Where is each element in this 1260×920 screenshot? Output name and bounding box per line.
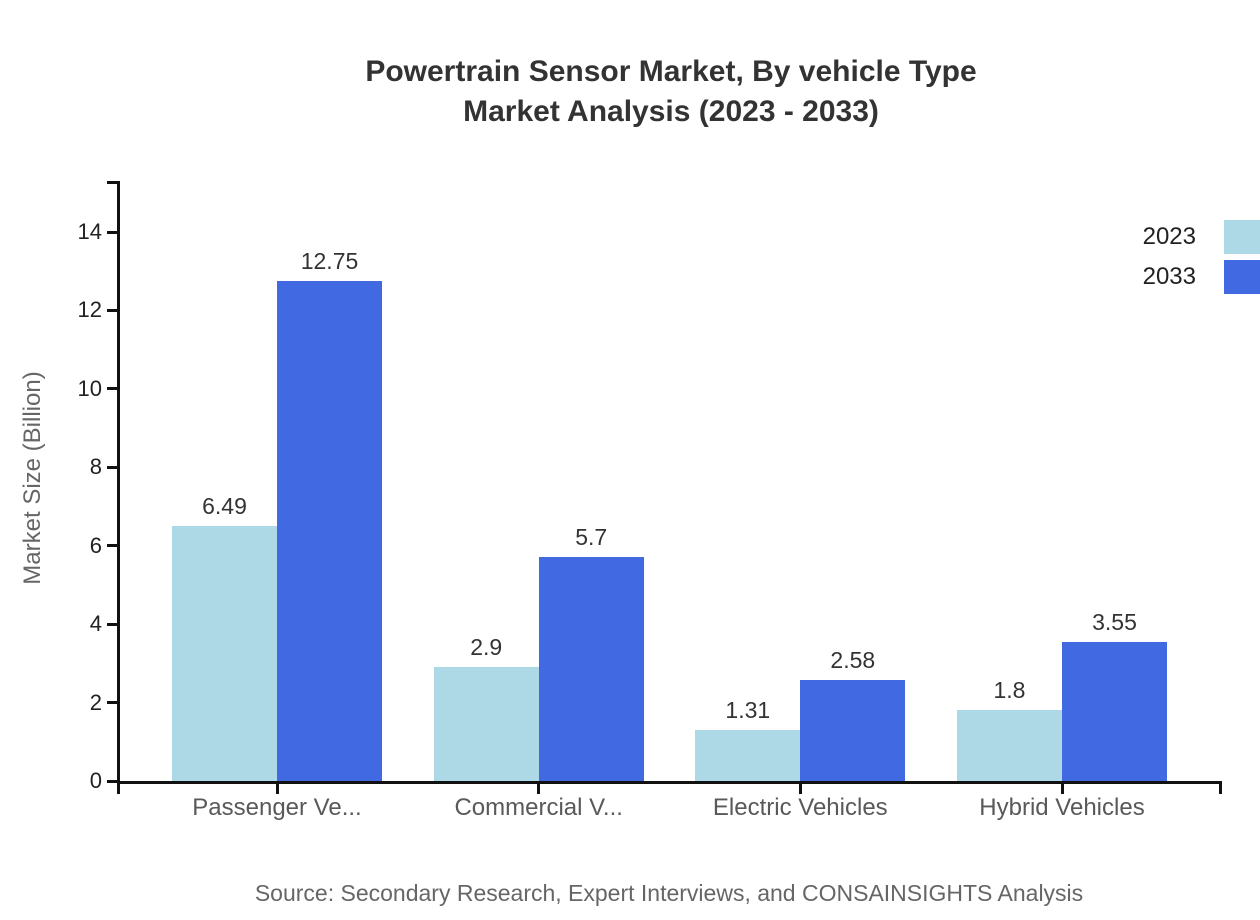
bar-value-label: 1.8 — [993, 677, 1026, 704]
bar-2023 — [433, 667, 539, 781]
x-axis-line — [117, 781, 1222, 784]
bar-value-label: 2.58 — [830, 646, 876, 673]
x-tick-mark — [798, 781, 802, 794]
x-category-label: Commercial V... — [454, 794, 623, 821]
bar-2033 — [800, 679, 906, 781]
bar-2033 — [1062, 641, 1167, 781]
bar-2023 — [172, 526, 277, 781]
y-tick-mark — [107, 387, 120, 391]
chart-title-line2: Market Analysis (2023 - 2033) — [463, 95, 879, 128]
y-tick-mark — [107, 230, 120, 234]
y-tick-mark — [107, 308, 120, 312]
legend-label-2023: 2023 — [1142, 223, 1196, 250]
chart-title-line1: Powertrain Sensor Market, By vehicle Typ… — [365, 55, 977, 88]
legend-swatch-2023 — [1224, 220, 1260, 254]
bar-2023 — [695, 729, 801, 781]
y-tick-mark — [107, 465, 120, 469]
bar-2033 — [538, 557, 644, 781]
y-tick-label: 14 — [77, 219, 102, 244]
legend-swatch-2033 — [1224, 260, 1260, 294]
bar-2023 — [957, 710, 1062, 781]
y-tick-label: 2 — [89, 689, 102, 715]
x-tick-mark — [537, 781, 541, 794]
bar-value-label: 6.49 — [202, 493, 247, 520]
y-tick-label: 4 — [89, 611, 102, 637]
y-tick-label: 6 — [89, 532, 102, 558]
x-category-label: Hybrid Vehicles — [979, 794, 1145, 821]
source-note: Source: Secondary Research, Expert Inter… — [254, 880, 1084, 906]
bar-value-label: 5.7 — [575, 524, 608, 551]
y-tick-label: 12 — [77, 297, 102, 323]
y-tick-label: 10 — [77, 375, 102, 401]
x-axis-end-tick — [1219, 781, 1222, 794]
bar-value-label: 3.55 — [1092, 608, 1137, 635]
x-tick-mark — [275, 781, 279, 794]
bar-2033 — [277, 281, 382, 781]
y-axis-end-tick — [107, 181, 120, 184]
y-tick-mark — [107, 544, 120, 548]
x-category-label: Passenger Ve... — [192, 794, 362, 821]
bar-value-label: 2.9 — [470, 634, 503, 661]
y-tick-mark — [107, 701, 120, 705]
bar-value-label: 1.31 — [725, 696, 771, 723]
y-tick-mark — [107, 622, 120, 626]
x-tick-mark — [1060, 781, 1064, 794]
y-tick-label: 8 — [89, 454, 102, 480]
bar-value-label: 12.75 — [300, 248, 359, 275]
legend-label-2033: 2033 — [1142, 263, 1196, 290]
y-axis-line — [117, 181, 120, 794]
chart-title: Powertrain Sensor Market, By vehicle Typ… — [365, 52, 976, 132]
x-category-label: Electric Vehicles — [712, 794, 888, 821]
y-tick-mark — [107, 779, 120, 783]
y-tick-label: 0 — [89, 768, 102, 793]
